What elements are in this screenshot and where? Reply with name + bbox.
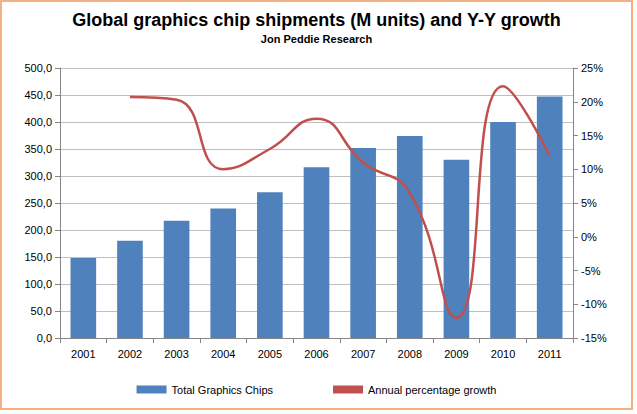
svg-text:150,0: 150,0 — [24, 251, 52, 263]
svg-text:2006: 2006 — [304, 348, 328, 360]
svg-text:2004: 2004 — [211, 348, 235, 360]
svg-text:10%: 10% — [581, 163, 603, 175]
svg-text:2011: 2011 — [538, 348, 562, 360]
svg-text:2001: 2001 — [71, 348, 95, 360]
svg-text:2009: 2009 — [444, 348, 468, 360]
svg-text:2003: 2003 — [164, 348, 188, 360]
svg-text:250,0: 250,0 — [24, 197, 52, 209]
svg-text:Total Graphics Chips: Total Graphics Chips — [172, 384, 274, 396]
svg-text:2010: 2010 — [491, 348, 515, 360]
svg-text:25%: 25% — [581, 62, 603, 74]
svg-text:5%: 5% — [581, 197, 597, 209]
svg-text:2005: 2005 — [258, 348, 282, 360]
svg-text:50,0: 50,0 — [31, 305, 52, 317]
svg-text:20%: 20% — [581, 96, 603, 108]
svg-text:450,0: 450,0 — [24, 89, 52, 101]
svg-text:0%: 0% — [581, 231, 597, 243]
svg-text:15%: 15% — [581, 130, 603, 142]
svg-text:400,0: 400,0 — [24, 116, 52, 128]
svg-text:2007: 2007 — [351, 348, 375, 360]
svg-text:-5%: -5% — [581, 265, 601, 277]
svg-text:Annual percentage growth: Annual percentage growth — [368, 384, 496, 396]
svg-text:200,0: 200,0 — [24, 224, 52, 236]
svg-text:500,0: 500,0 — [24, 62, 52, 74]
svg-text:-10%: -10% — [581, 298, 607, 310]
svg-text:350,0: 350,0 — [24, 143, 52, 155]
svg-text:2002: 2002 — [118, 348, 142, 360]
svg-text:2008: 2008 — [398, 348, 422, 360]
svg-text:-15%: -15% — [581, 332, 607, 344]
svg-text:0,0: 0,0 — [37, 332, 52, 344]
svg-text:Jon Peddie Research: Jon Peddie Research — [261, 33, 373, 45]
svg-text:300,0: 300,0 — [24, 170, 52, 182]
svg-text:Global graphics chip shipments: Global graphics chip shipments (M units)… — [72, 10, 560, 30]
svg-text:100,0: 100,0 — [24, 278, 52, 290]
